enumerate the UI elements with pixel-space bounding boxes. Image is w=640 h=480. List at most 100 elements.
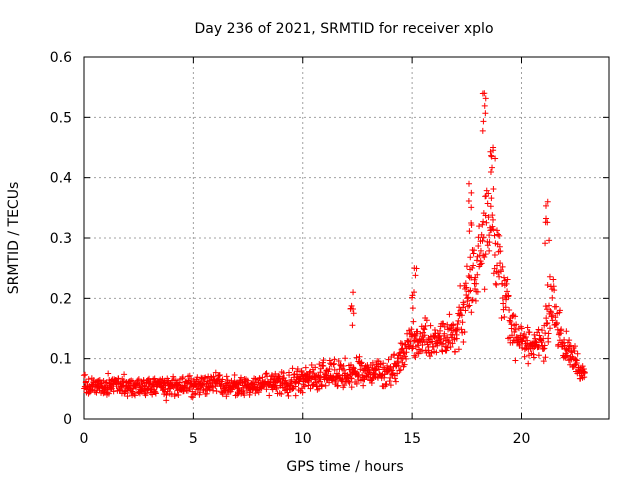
data-point xyxy=(538,339,545,346)
data-point xyxy=(549,317,556,324)
data-point xyxy=(495,269,502,276)
data-point xyxy=(345,378,352,385)
data-point xyxy=(466,228,473,235)
data-point xyxy=(179,374,186,381)
data-point xyxy=(350,365,357,372)
data-point xyxy=(579,363,586,370)
data-point xyxy=(288,380,295,387)
data-point xyxy=(392,375,399,382)
data-point xyxy=(483,219,490,226)
data-point xyxy=(524,337,531,344)
data-point xyxy=(473,280,480,287)
data-point xyxy=(163,392,170,399)
data-point xyxy=(110,388,117,395)
axes xyxy=(83,56,610,420)
data-point xyxy=(429,338,436,345)
data-point xyxy=(394,370,401,377)
data-point xyxy=(131,392,138,399)
data-point xyxy=(561,342,568,349)
data-point xyxy=(342,355,349,362)
data-point xyxy=(421,326,428,333)
data-point xyxy=(82,371,89,378)
data-point xyxy=(490,185,497,192)
data-point xyxy=(186,384,193,391)
data-point xyxy=(460,301,467,308)
data-point xyxy=(206,386,213,393)
data-point xyxy=(537,336,544,343)
data-point xyxy=(482,251,489,258)
y-tick-label: 0.6 xyxy=(50,50,72,66)
data-point xyxy=(540,358,547,365)
data-point xyxy=(381,374,388,381)
data-point xyxy=(419,347,426,354)
data-point xyxy=(256,375,263,382)
data-point xyxy=(552,314,559,321)
data-point xyxy=(93,378,100,385)
data-point xyxy=(289,365,296,372)
data-point xyxy=(348,384,355,391)
data-point xyxy=(479,221,486,228)
data-point xyxy=(80,372,87,379)
data-point xyxy=(489,212,496,219)
data-point xyxy=(503,280,510,287)
data-point xyxy=(472,297,479,304)
data-point xyxy=(440,320,447,327)
data-point xyxy=(433,349,440,356)
data-point xyxy=(439,348,446,355)
data-point xyxy=(395,358,402,365)
data-point xyxy=(542,202,549,209)
data-point xyxy=(487,148,494,155)
data-point xyxy=(411,289,418,296)
data-point xyxy=(553,303,560,310)
data-point xyxy=(412,332,419,339)
data-point xyxy=(474,271,481,278)
data-point xyxy=(547,308,554,315)
data-point xyxy=(541,342,548,349)
data-point xyxy=(130,390,137,397)
data-point xyxy=(385,356,392,363)
data-point xyxy=(468,189,475,196)
data-point xyxy=(497,260,504,267)
y-tick-label: 0.1 xyxy=(50,352,72,368)
data-point xyxy=(491,252,498,259)
data-point xyxy=(421,332,428,339)
data-point xyxy=(534,329,541,336)
data-point xyxy=(212,380,219,387)
data-point xyxy=(350,289,357,296)
data-point xyxy=(501,313,508,320)
data-point xyxy=(493,227,500,234)
data-point xyxy=(404,337,411,344)
data-point xyxy=(105,390,112,397)
data-point xyxy=(489,164,496,171)
data-point xyxy=(334,383,341,390)
data-point xyxy=(194,374,201,381)
data-point xyxy=(144,376,151,383)
data-point xyxy=(431,327,438,334)
data-point xyxy=(92,388,99,395)
data-point xyxy=(558,326,565,333)
data-point xyxy=(336,366,343,373)
data-point xyxy=(440,340,447,347)
y-axis-title: SRMTID / TECUs xyxy=(6,182,22,295)
data-point xyxy=(272,370,279,377)
data-point xyxy=(548,313,555,320)
data-point xyxy=(563,328,570,335)
data-point xyxy=(544,282,551,289)
data-point xyxy=(294,365,301,372)
data-point xyxy=(121,371,128,378)
data-point xyxy=(509,332,516,339)
data-point xyxy=(348,302,355,309)
data-point xyxy=(403,355,410,362)
data-point xyxy=(353,380,360,387)
data-point xyxy=(581,369,588,376)
data-point xyxy=(536,332,543,339)
data-point xyxy=(502,304,509,311)
data-point xyxy=(191,391,198,398)
data-point xyxy=(535,343,542,350)
data-point xyxy=(170,373,177,380)
data-point xyxy=(411,352,418,359)
x-tick-label: 5 xyxy=(189,431,198,447)
data-point xyxy=(335,371,342,378)
data-point xyxy=(320,357,327,364)
data-point xyxy=(475,234,482,241)
